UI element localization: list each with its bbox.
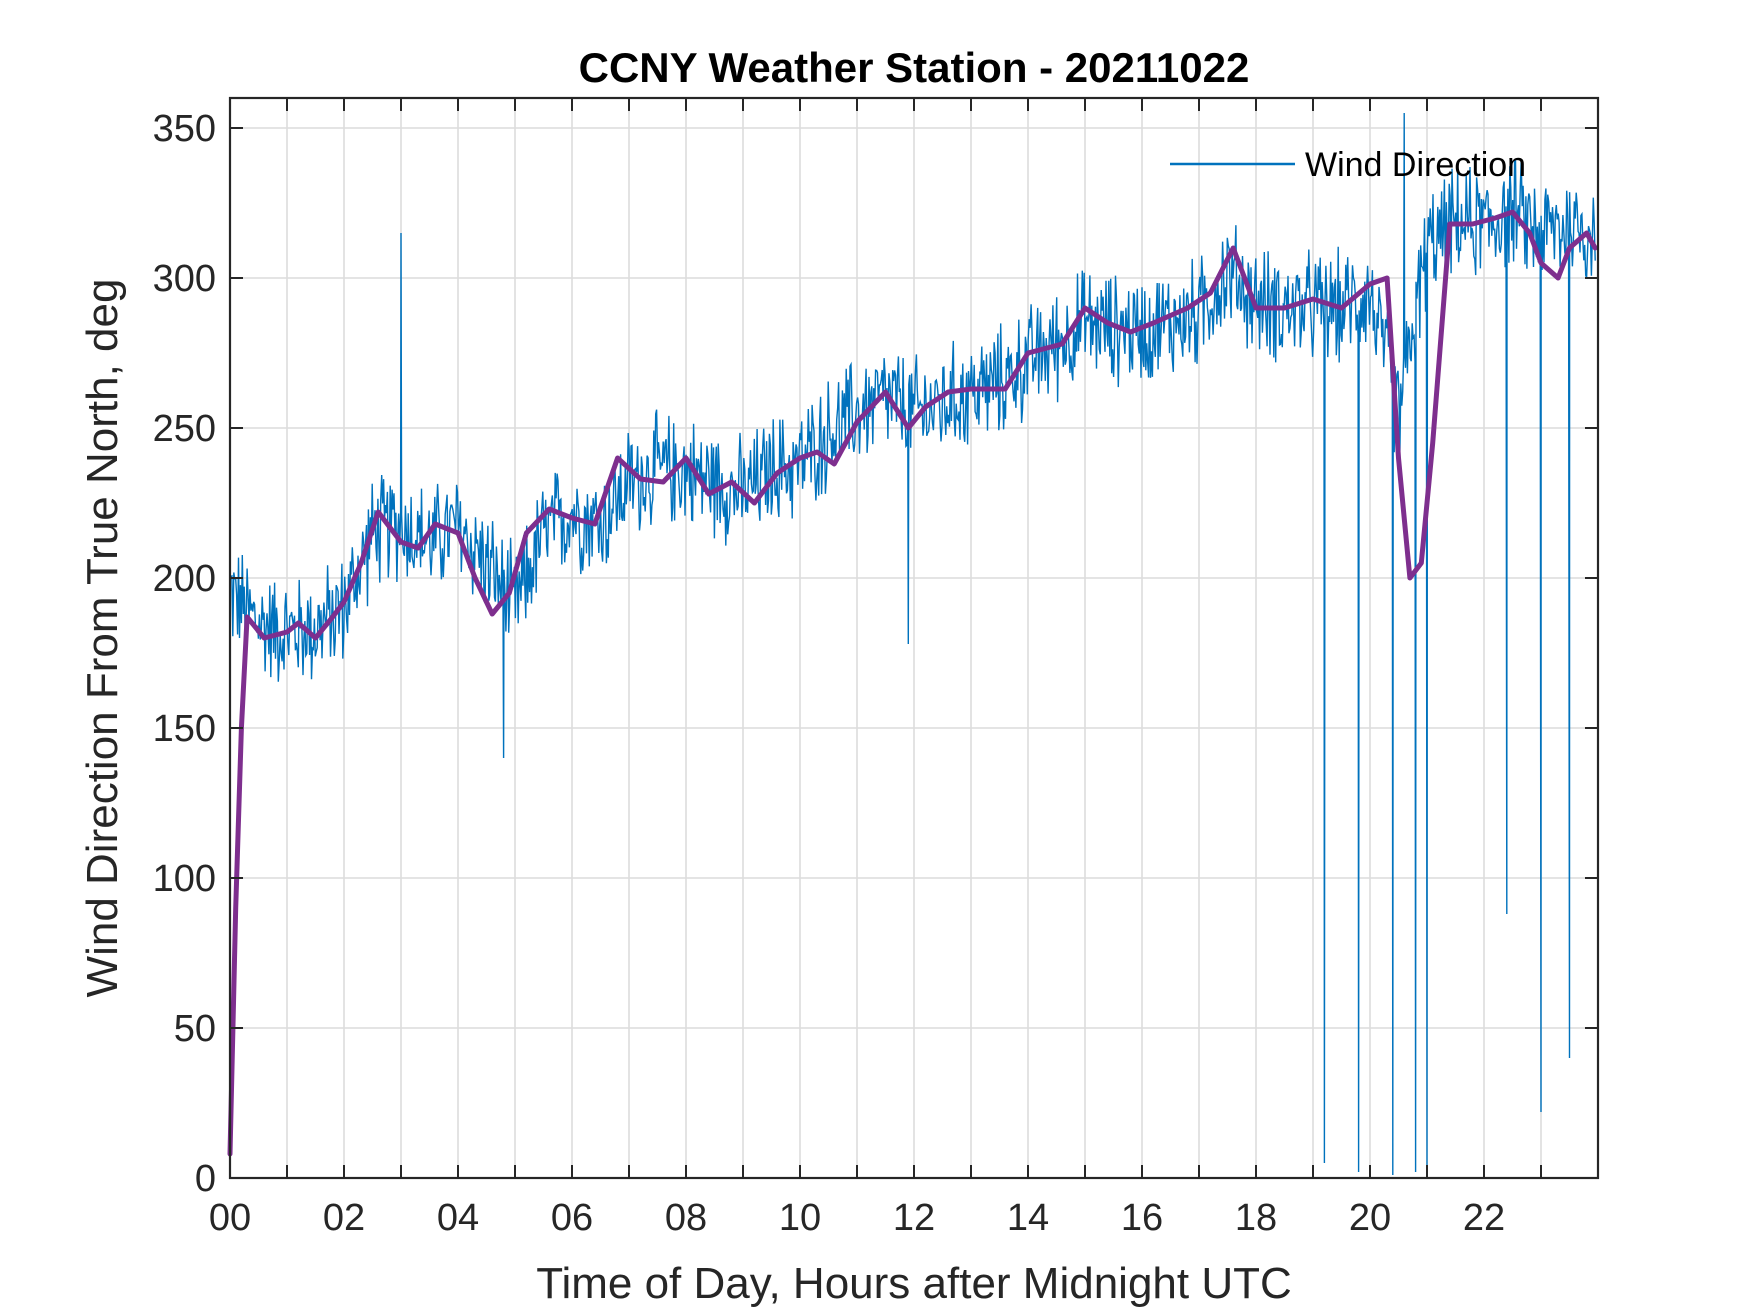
x-tick-label: 10 bbox=[779, 1197, 821, 1239]
y-tick-label: 100 bbox=[153, 858, 216, 900]
legend-label-wind-direction: Wind Direction bbox=[1305, 146, 1526, 184]
x-tick-label: 12 bbox=[893, 1197, 935, 1239]
x-tick-label: 20 bbox=[1349, 1197, 1391, 1239]
x-tick-label: 08 bbox=[665, 1197, 707, 1239]
x-tick-label: 16 bbox=[1121, 1197, 1163, 1239]
y-tick-label: 300 bbox=[153, 258, 216, 300]
x-tick-label: 06 bbox=[551, 1197, 593, 1239]
x-tick-label: 02 bbox=[323, 1197, 365, 1239]
y-tick-label: 250 bbox=[153, 408, 216, 450]
x-tick-label: 04 bbox=[437, 1197, 479, 1239]
legend: Wind Direction bbox=[1170, 146, 1526, 184]
series-line-moving-average bbox=[227, 209, 1598, 1157]
x-tick-label: 18 bbox=[1235, 1197, 1277, 1239]
ticks: 00 02 04 06 08 10 12 14 16 18 20 22 0 50 100 150 200 250 3… bbox=[153, 98, 1598, 1239]
y-axis-label: Wind Direction From True North, deg bbox=[78, 279, 127, 998]
series-layer bbox=[227, 112, 1598, 1176]
chart-title: CCNY Weather Station - 20211022 bbox=[579, 44, 1250, 91]
y-tick-label: 350 bbox=[153, 108, 216, 150]
x-tick-label: 00 bbox=[209, 1197, 251, 1239]
y-tick-label: 0 bbox=[195, 1158, 216, 1200]
y-tick-label: 200 bbox=[153, 558, 216, 600]
x-tick-label: 22 bbox=[1463, 1197, 1505, 1239]
x-axis-label: Time of Day, Hours after Midnight UTC bbox=[536, 1259, 1292, 1308]
y-tick-label: 150 bbox=[153, 708, 216, 750]
y-tick-label: 50 bbox=[174, 1008, 216, 1050]
x-tick-label: 14 bbox=[1007, 1197, 1049, 1239]
